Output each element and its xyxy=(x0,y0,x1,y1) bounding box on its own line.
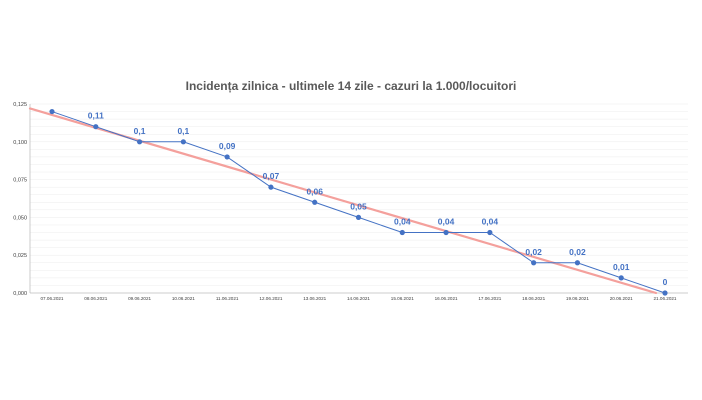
data-label: 0,07 xyxy=(263,171,280,181)
x-tick-label: 13.06.2021 xyxy=(303,296,326,301)
x-tick-label: 20.06.2021 xyxy=(610,296,633,301)
x-tick-label: 12.06.2021 xyxy=(259,296,282,301)
gridlines xyxy=(30,103,688,294)
x-tick-label: 16.06.2021 xyxy=(435,296,458,301)
data-point xyxy=(399,229,405,236)
series-layer xyxy=(49,108,668,296)
x-tick-label: 17.06.2021 xyxy=(478,296,501,301)
data-point xyxy=(93,124,99,130)
data-point xyxy=(662,290,668,296)
y-tick-label: 0,125 xyxy=(13,102,27,108)
data-point xyxy=(487,229,493,236)
data-label: 0,09 xyxy=(219,141,236,151)
data-point xyxy=(136,139,143,145)
data-label: 0,04 xyxy=(438,217,455,227)
y-tick-label: 0,025 xyxy=(13,253,27,259)
data-point xyxy=(355,214,362,220)
x-tick-label: 14.06.2021 xyxy=(347,296,370,301)
data-label: 0,01 xyxy=(613,262,630,272)
data-label: 0 xyxy=(663,277,668,287)
data-point xyxy=(49,108,55,115)
data-point xyxy=(312,199,318,205)
x-tick-label: 11.06.2021 xyxy=(216,296,239,301)
data-point xyxy=(268,184,274,190)
axes: 0,0000,0250,0500,0750,1000,12507.06.2021… xyxy=(13,102,688,301)
x-tick-label: 18.06.2021 xyxy=(522,296,545,301)
trendline-layer xyxy=(28,107,658,295)
y-tick-label: 0,075 xyxy=(13,178,27,184)
data-point xyxy=(180,139,186,145)
data-point xyxy=(574,260,581,266)
data-point xyxy=(618,275,624,281)
data-point xyxy=(443,229,449,236)
data-point xyxy=(224,154,230,160)
chart-title: Incidența zilnica - ultimele 14 zile - c… xyxy=(185,79,517,93)
x-tick-label: 21.06.2021 xyxy=(654,296,677,301)
x-tick-label: 15.06.2021 xyxy=(391,296,414,301)
y-tick-label: 0,100 xyxy=(13,140,27,146)
trendline xyxy=(28,107,658,295)
data-label: 0,06 xyxy=(306,186,323,196)
data-label: 0,1 xyxy=(177,126,189,136)
data-point xyxy=(531,260,537,266)
data-label: 0,11 xyxy=(88,111,104,121)
y-tick-label: 0,000 xyxy=(13,291,27,297)
x-tick-label: 08.06.2021 xyxy=(84,296,107,301)
data-label: 0,02 xyxy=(569,247,586,257)
x-tick-label: 07.06.2021 xyxy=(41,296,64,301)
x-tick-label: 19.06.2021 xyxy=(566,296,589,301)
data-label: 0,02 xyxy=(525,247,542,257)
data-labels: 0,11 0,1 0,1 0,09 0,07 0,06 0,05 0,04 0,04 0,04 0,… xyxy=(88,111,668,287)
x-tick-label: 09.06.2021 xyxy=(128,296,151,301)
y-tick-label: 0,050 xyxy=(13,215,27,221)
data-label: 0,04 xyxy=(482,217,499,227)
x-tick-label: 10.06.2021 xyxy=(172,296,195,301)
data-label: 0,1 xyxy=(134,126,146,136)
data-label: 0,05 xyxy=(350,201,367,211)
data-label: 0,04 xyxy=(394,217,411,227)
